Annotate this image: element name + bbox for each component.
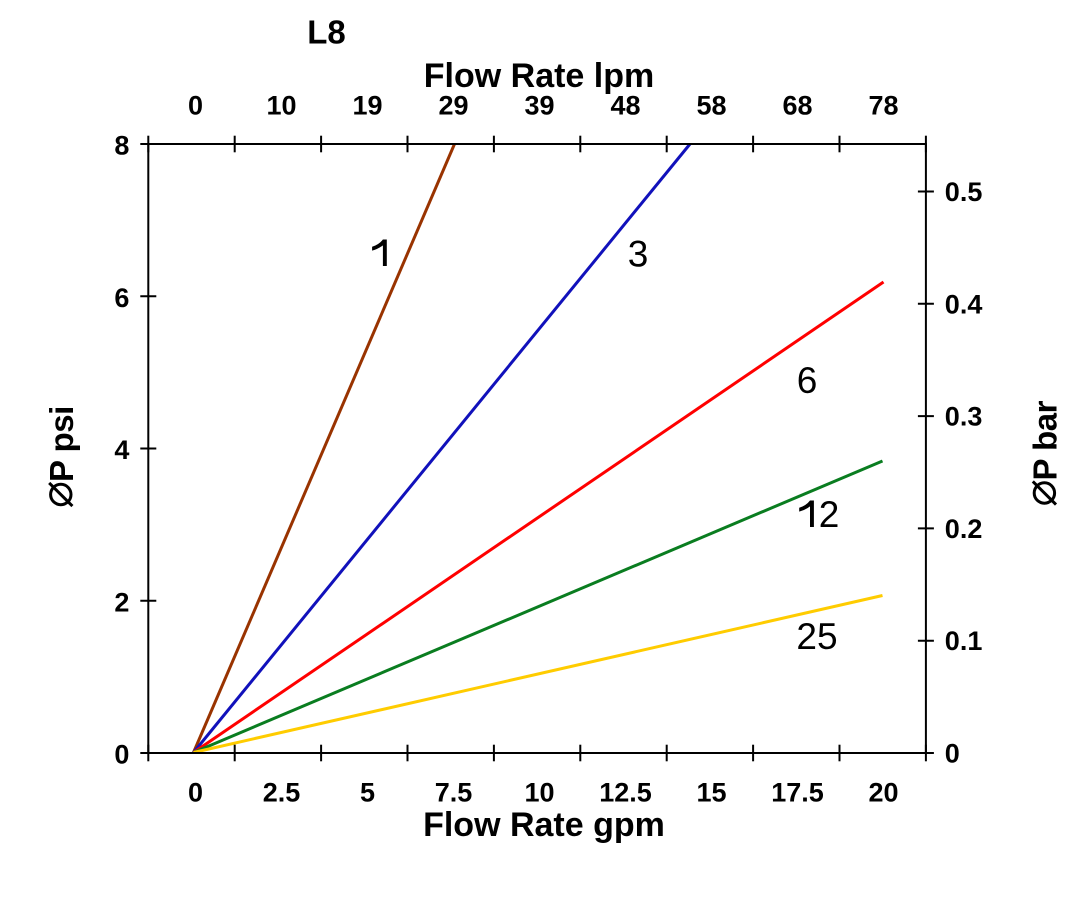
svg-text:12.5: 12.5 (599, 778, 652, 808)
svg-text:68: 68 (782, 90, 812, 120)
svg-text:25: 25 (796, 616, 837, 657)
svg-text:8: 8 (114, 131, 129, 161)
svg-text:29: 29 (438, 90, 468, 120)
svg-text:2: 2 (114, 587, 129, 617)
svg-text:0.5: 0.5 (945, 177, 983, 207)
svg-text:3: 3 (628, 234, 649, 275)
svg-text:19: 19 (352, 90, 382, 120)
svg-text:0: 0 (188, 90, 203, 120)
svg-text:0: 0 (114, 740, 129, 770)
svg-text:10: 10 (266, 90, 296, 120)
svg-text:0.2: 0.2 (945, 514, 983, 544)
svg-text:58: 58 (696, 90, 726, 120)
svg-text:78: 78 (868, 90, 898, 120)
svg-text:Flow Rate lpm: Flow Rate lpm (424, 57, 654, 95)
svg-text:0.1: 0.1 (945, 626, 983, 656)
svg-text:5: 5 (360, 778, 375, 808)
svg-text:L8: L8 (307, 14, 346, 51)
svg-text:P psi: P psi (43, 406, 80, 482)
svg-text:4: 4 (114, 435, 129, 465)
svg-text:0: 0 (188, 778, 203, 808)
svg-text:0.3: 0.3 (945, 402, 983, 432)
svg-text:P bar: P bar (1026, 400, 1063, 480)
svg-text:6: 6 (114, 283, 129, 313)
svg-text:0.4: 0.4 (945, 289, 983, 319)
svg-text:17.5: 17.5 (771, 778, 824, 808)
svg-text:2: 2 (819, 494, 840, 535)
svg-text:6: 6 (797, 360, 818, 401)
svg-text:15: 15 (696, 778, 726, 808)
svg-text:20: 20 (868, 778, 898, 808)
svg-text:39: 39 (524, 90, 554, 120)
svg-text:2.5: 2.5 (263, 778, 301, 808)
svg-text:Flow Rate gpm: Flow Rate gpm (423, 806, 665, 844)
svg-text:7.5: 7.5 (435, 778, 473, 808)
svg-text:48: 48 (610, 90, 640, 120)
svg-text:10: 10 (524, 778, 554, 808)
svg-text:0: 0 (945, 739, 960, 769)
